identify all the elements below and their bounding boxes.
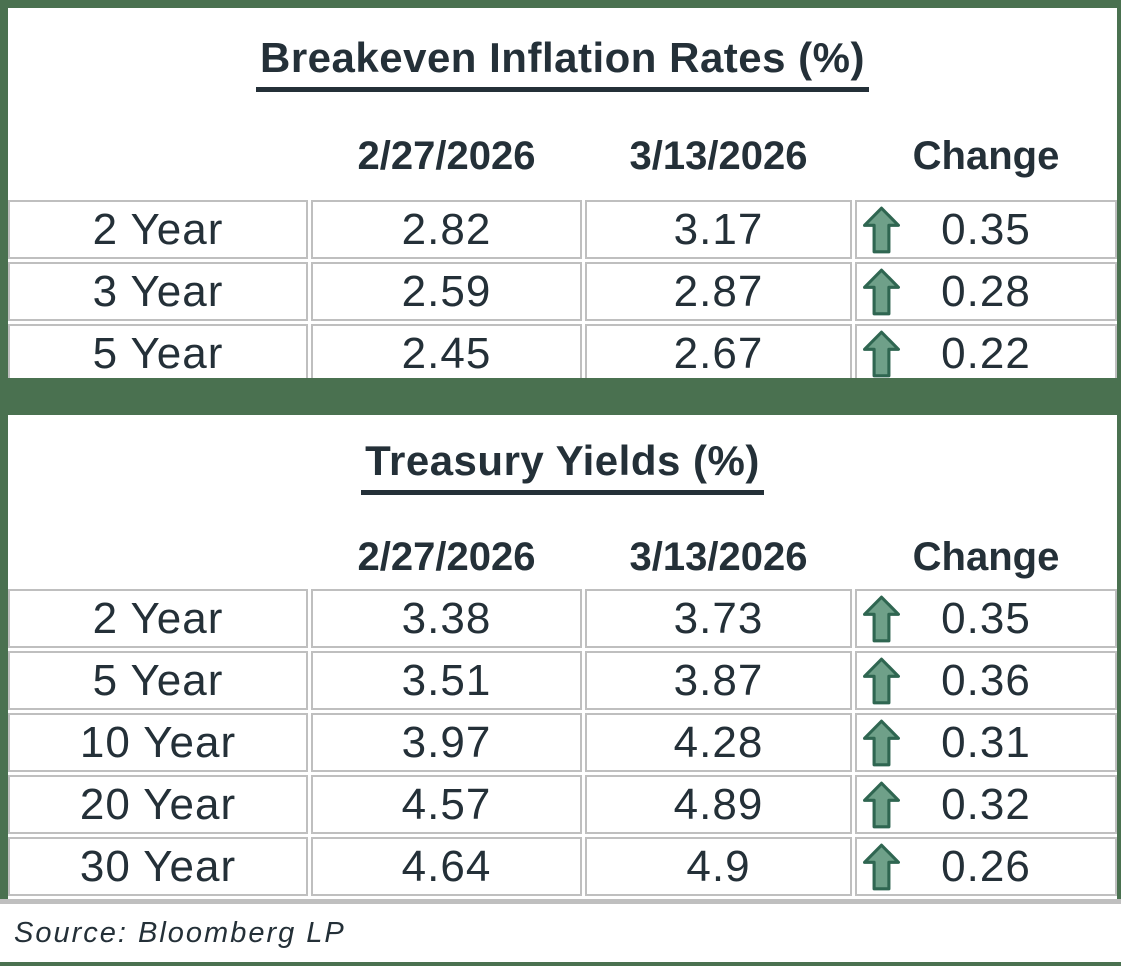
breakeven-body: 2 Year 2.82 3.17 0.35 3 Year 2.59 2.87 0.28 5 Ye… xyxy=(8,200,1117,378)
treasury-table: Treasury Yields (%) 2/27/2026 3/13/2026 … xyxy=(8,415,1117,899)
curr-value: 4.9 xyxy=(686,841,751,891)
row-label: 5 Year xyxy=(92,655,224,705)
prev-value: 2.45 xyxy=(401,328,492,378)
source-note: Source: Bloomberg LP xyxy=(14,916,346,949)
curr-value-cell: 4.9 xyxy=(585,837,852,896)
change-cell: 0.36 xyxy=(855,651,1117,710)
change-header: Change xyxy=(912,134,1060,178)
row-label: 5 Year xyxy=(92,328,224,378)
change-value: 0.22 xyxy=(941,328,1031,378)
up-arrow-icon xyxy=(863,781,900,828)
breakeven-title-row: Breakeven Inflation Rates (%) xyxy=(8,34,1117,92)
prev-value-cell: 4.57 xyxy=(311,775,582,834)
change-value: 0.28 xyxy=(941,266,1031,316)
curr-value: 2.87 xyxy=(673,266,764,316)
prev-value: 4.57 xyxy=(401,779,492,829)
curr-date-header: 3/13/2026 xyxy=(629,134,808,178)
row-label-cell: 2 Year xyxy=(8,200,308,259)
prev-date-header: 2/27/2026 xyxy=(357,134,536,178)
curr-value-cell: 3.87 xyxy=(585,651,852,710)
curr-value: 3.73 xyxy=(673,593,764,643)
change-cell: 0.35 xyxy=(855,200,1117,259)
change-header: Change xyxy=(912,535,1060,579)
treasury-title: Treasury Yields (%) xyxy=(361,437,764,495)
prev-value: 2.59 xyxy=(401,266,492,316)
curr-value: 4.89 xyxy=(673,779,764,829)
bottom-border xyxy=(0,962,1121,966)
up-arrow-icon xyxy=(863,595,900,642)
prev-date-header: 2/27/2026 xyxy=(357,535,536,579)
breakeven-table: Breakeven Inflation Rates (%) 2/27/2026 … xyxy=(8,8,1117,378)
prev-value: 3.51 xyxy=(401,655,492,705)
up-arrow-icon xyxy=(863,330,900,377)
up-arrow-icon xyxy=(863,843,900,890)
prev-value-cell: 3.51 xyxy=(311,651,582,710)
change-value: 0.36 xyxy=(941,655,1031,705)
row-label: 2 Year xyxy=(92,593,224,643)
curr-value: 3.17 xyxy=(673,204,764,254)
prev-value-cell: 4.64 xyxy=(311,837,582,896)
row-label-cell: 10 Year xyxy=(8,713,308,772)
change-cell: 0.22 xyxy=(855,324,1117,378)
change-cell: 0.32 xyxy=(855,775,1117,834)
row-label: 30 Year xyxy=(79,841,237,891)
row-label: 3 Year xyxy=(92,266,224,316)
change-value: 0.31 xyxy=(941,717,1031,767)
prev-value: 3.38 xyxy=(401,593,492,643)
prev-value-cell: 2.59 xyxy=(311,262,582,321)
change-value: 0.32 xyxy=(941,779,1031,829)
row-label-cell: 30 Year xyxy=(8,837,308,896)
change-cell: 0.28 xyxy=(855,262,1117,321)
up-arrow-icon xyxy=(863,719,900,766)
row-label: 10 Year xyxy=(79,717,237,767)
curr-value-cell: 3.17 xyxy=(585,200,852,259)
curr-date-header: 3/13/2026 xyxy=(629,535,808,579)
change-cell: 0.35 xyxy=(855,589,1117,648)
treasury-header-row: 2/27/2026 3/13/2026 Change xyxy=(8,533,1117,581)
prev-value: 3.97 xyxy=(401,717,492,767)
report-frame: Breakeven Inflation Rates (%) 2/27/2026 … xyxy=(0,0,1121,899)
breakeven-title: Breakeven Inflation Rates (%) xyxy=(255,34,869,92)
curr-value-cell: 3.73 xyxy=(585,589,852,648)
empty-header-cell xyxy=(8,533,308,581)
prev-value-cell: 2.45 xyxy=(311,324,582,378)
treasury-body: 2 Year 3.38 3.73 0.35 5 Year 3.51 3.87 0.36 10 Y… xyxy=(8,589,1117,896)
prev-value-cell: 3.38 xyxy=(311,589,582,648)
row-label-cell: 5 Year xyxy=(8,651,308,710)
source-row: Source: Bloomberg LP xyxy=(0,899,1121,962)
empty-header-cell xyxy=(8,132,308,180)
row-label-cell: 5 Year xyxy=(8,324,308,378)
treasury-title-row: Treasury Yields (%) xyxy=(8,437,1117,495)
curr-value-cell: 2.67 xyxy=(585,324,852,378)
prev-value-cell: 3.97 xyxy=(311,713,582,772)
row-label: 20 Year xyxy=(79,779,237,829)
change-value: 0.26 xyxy=(941,841,1031,891)
prev-value: 2.82 xyxy=(401,204,492,254)
curr-value: 2.67 xyxy=(673,328,764,378)
prev-value-cell: 2.82 xyxy=(311,200,582,259)
curr-value-cell: 4.89 xyxy=(585,775,852,834)
row-label-cell: 2 Year xyxy=(8,589,308,648)
curr-value-cell: 4.28 xyxy=(585,713,852,772)
change-cell: 0.31 xyxy=(855,713,1117,772)
change-value: 0.35 xyxy=(941,593,1031,643)
curr-value: 3.87 xyxy=(673,655,764,705)
divider-band xyxy=(8,378,1117,415)
change-cell: 0.26 xyxy=(855,837,1117,896)
curr-value-cell: 2.87 xyxy=(585,262,852,321)
row-label: 2 Year xyxy=(92,204,224,254)
up-arrow-icon xyxy=(863,206,900,253)
prev-value: 4.64 xyxy=(401,841,492,891)
up-arrow-icon xyxy=(863,657,900,704)
row-label-cell: 3 Year xyxy=(8,262,308,321)
up-arrow-icon xyxy=(863,268,900,315)
curr-value: 4.28 xyxy=(673,717,764,767)
change-value: 0.35 xyxy=(941,204,1031,254)
breakeven-header-row: 2/27/2026 3/13/2026 Change xyxy=(8,132,1117,180)
row-label-cell: 20 Year xyxy=(8,775,308,834)
